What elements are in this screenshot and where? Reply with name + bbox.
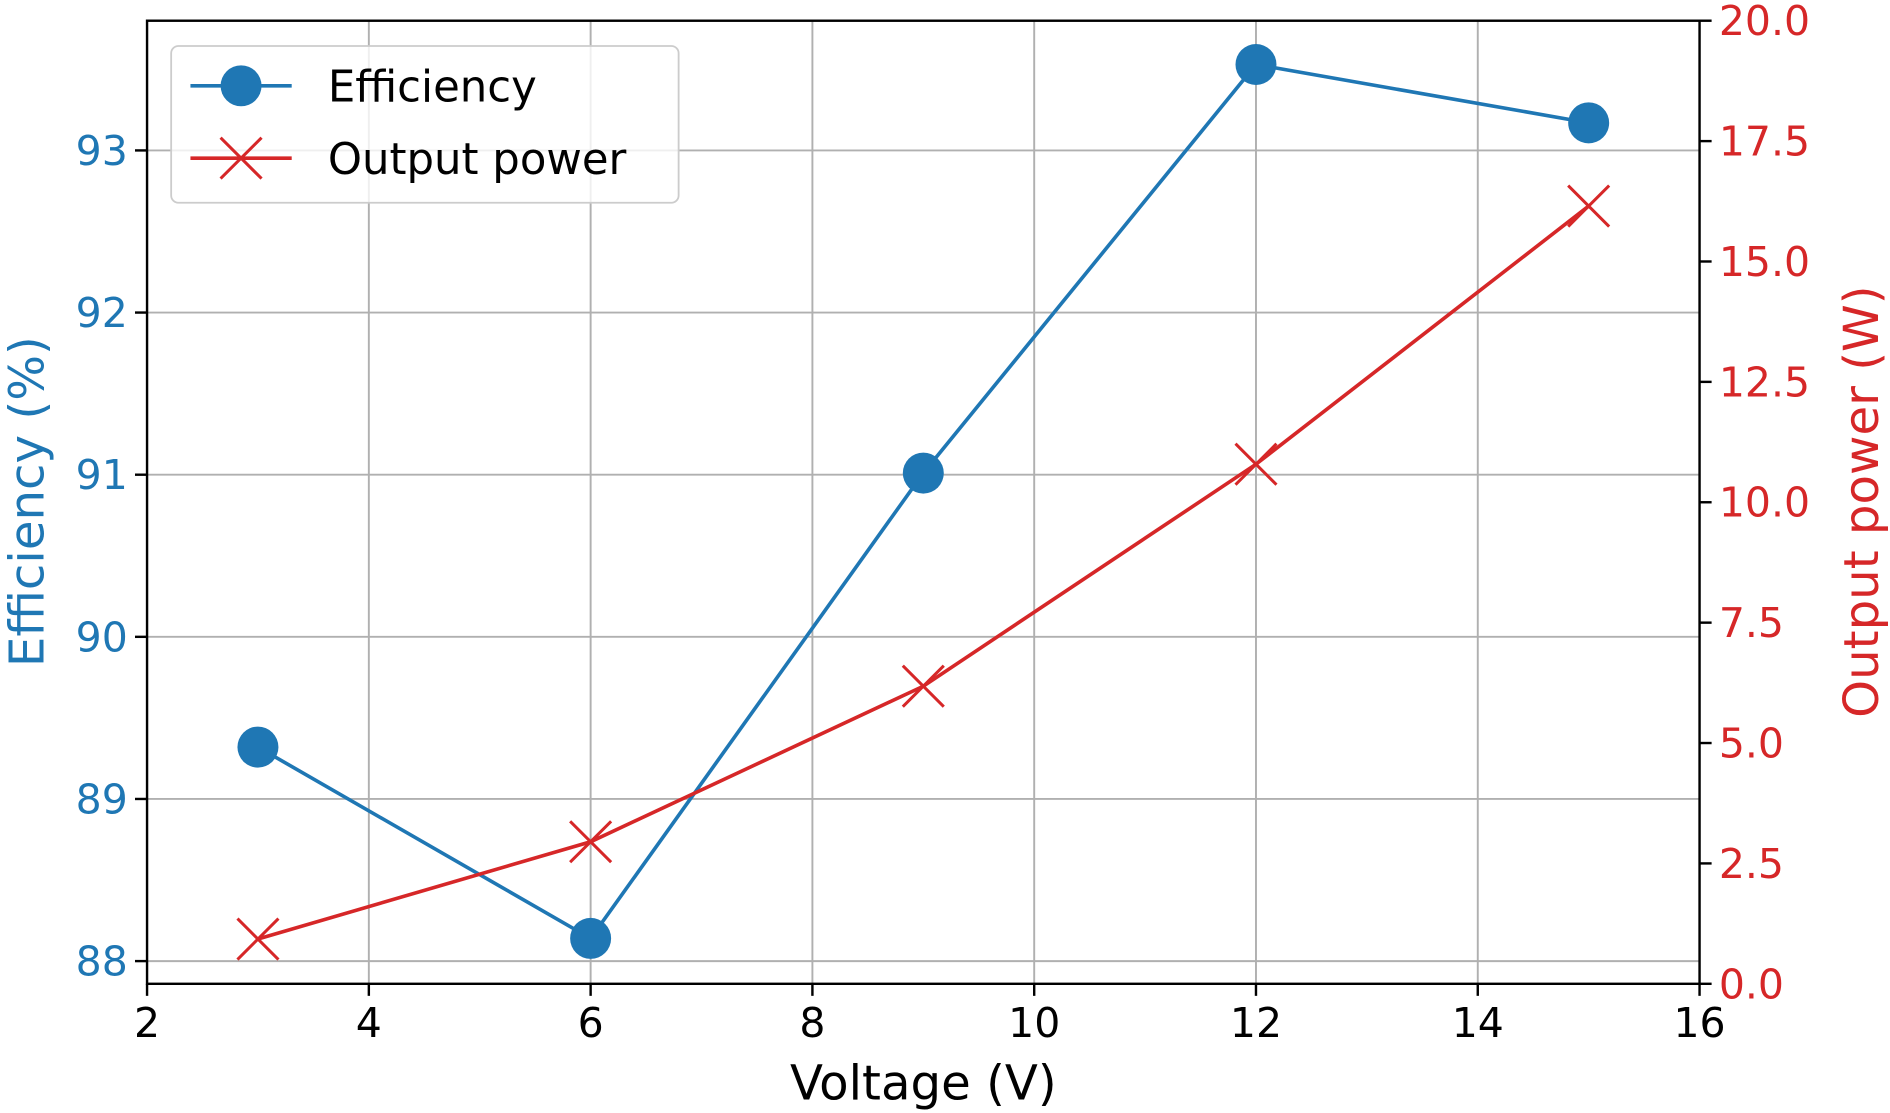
legend-output-power-label: Output power <box>328 135 627 185</box>
x-tick-label: 16 <box>1673 999 1725 1047</box>
left-y-tick-label: 90 <box>76 613 128 661</box>
x-tick-label: 10 <box>1008 999 1060 1047</box>
x-tick-label: 2 <box>134 999 160 1047</box>
ticks: 2 4 6 8 10 12 14 16 88 89 90 91 92 93 0.0 2.5 5.0 7.5 10.0… <box>76 0 1810 1047</box>
output-power-point <box>1567 184 1611 228</box>
efficiency-point <box>1568 102 1610 144</box>
left-y-tick-label: 93 <box>76 127 128 175</box>
x-tick-label: 14 <box>1452 999 1504 1047</box>
output-power-line <box>257 204 1590 941</box>
x-axis-label: Voltage (V) <box>790 1056 1057 1112</box>
output-power-point <box>1234 442 1278 486</box>
right-y-tick-label: 7.5 <box>1719 599 1784 647</box>
output-power-point <box>569 820 613 864</box>
efficiency-point <box>1235 44 1277 85</box>
right-y-tick-label: 10.0 <box>1719 479 1810 527</box>
efficiency-point <box>902 452 944 494</box>
left-y-tick-label: 92 <box>76 289 128 337</box>
x-tick-label: 4 <box>356 999 382 1047</box>
grid <box>146 20 1701 984</box>
efficiency-point <box>237 726 279 768</box>
legend-efficiency-marker <box>220 65 262 107</box>
left-y-tick-label: 88 <box>76 938 128 986</box>
x-tick-label: 8 <box>799 999 825 1047</box>
right-y-tick-label: 0.0 <box>1719 960 1784 1008</box>
legend: Efficiency Output power <box>170 45 680 204</box>
x-tick-label: 12 <box>1230 999 1282 1047</box>
right-axis-label: Output power (W) <box>1834 285 1890 717</box>
right-y-tick-label: 20.0 <box>1719 0 1810 45</box>
right-y-tick-label: 2.5 <box>1719 840 1784 888</box>
x-tick-label: 6 <box>578 999 604 1047</box>
legend-output-power-marker <box>219 136 263 180</box>
left-y-tick-label: 91 <box>76 451 128 499</box>
left-y-tick-label: 89 <box>76 775 128 823</box>
legend-efficiency-label: Efficiency <box>328 62 537 112</box>
right-y-tick-label: 17.5 <box>1719 118 1810 166</box>
legend-box <box>170 45 680 204</box>
efficiency-point <box>570 917 612 959</box>
output-power-point <box>901 664 945 708</box>
right-y-tick-label: 15.0 <box>1719 238 1810 286</box>
series-layer <box>236 44 1611 961</box>
right-y-tick-label: 12.5 <box>1719 358 1810 406</box>
right-y-tick-label: 5.0 <box>1719 719 1784 767</box>
left-axis-label: Efficiency (%) <box>0 336 55 667</box>
output-power-point <box>236 917 280 961</box>
